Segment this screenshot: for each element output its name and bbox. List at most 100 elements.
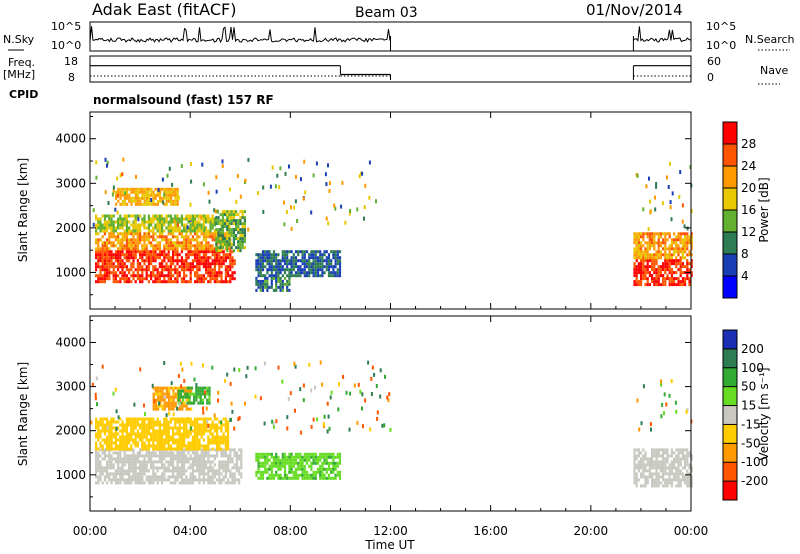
heatmap-cell (231, 478, 234, 482)
heatmap-speckle (312, 173, 315, 178)
heatmap-cell (201, 398, 204, 402)
heatmap-cell (268, 253, 271, 257)
heatmap-cell (222, 469, 225, 473)
heatmap-cell (673, 247, 676, 251)
heatmap-cell (207, 232, 210, 236)
heatmap-cell (128, 268, 131, 272)
heatmap-cell (168, 398, 171, 402)
heatmap-cell (139, 241, 142, 245)
heatmap-cell (178, 444, 181, 448)
heatmap-cell (103, 454, 106, 458)
heatmap-cell (220, 259, 223, 263)
heatmap-cell (158, 241, 161, 245)
heatmap-cell (150, 202, 153, 206)
heatmap-cell (103, 478, 106, 482)
heatmap-cell (163, 277, 166, 281)
heatmap-cell (150, 190, 153, 194)
heatmap-cell (651, 256, 654, 260)
heatmap-cell (145, 417, 148, 421)
heatmap-cell (106, 481, 109, 485)
heatmap-speckle (214, 209, 217, 214)
heatmap-cell (194, 253, 197, 257)
heatmap-cell (174, 478, 177, 482)
heatmap-cell (640, 235, 643, 239)
heatmap-cell (240, 451, 243, 455)
heatmap-cell (233, 475, 236, 479)
heatmap-cell (95, 417, 98, 421)
heatmap-cell (194, 463, 197, 467)
heatmap-cell (141, 190, 144, 194)
heatmap-speckle (112, 391, 115, 396)
heatmap-cell (174, 244, 177, 248)
heatmap-cell (205, 429, 208, 433)
heatmap-cell (209, 426, 212, 430)
colorbar-swatch (723, 481, 737, 500)
heatmap-cell (121, 262, 124, 266)
heatmap-cell (305, 259, 309, 263)
heatmap-cell (152, 253, 155, 257)
heatmap-cell (675, 235, 678, 239)
heatmap-cell (108, 420, 111, 424)
heatmap-cell (202, 250, 205, 254)
heatmap-cell (176, 220, 179, 224)
heatmap-cell (679, 238, 682, 242)
heatmap-cell (156, 199, 159, 203)
heatmap-cell (176, 259, 179, 263)
heatmap-cell (143, 441, 146, 445)
heatmap-cell (257, 265, 260, 269)
heatmap-cell (108, 238, 111, 242)
heatmap-cell (121, 447, 124, 451)
heatmap-cell (336, 271, 339, 275)
heatmap-cell (128, 247, 131, 251)
heatmap-cell (255, 473, 258, 477)
freq-label-line2: [MHz] (3, 68, 35, 81)
heatmap-cell (117, 250, 120, 254)
heatmap-cell (644, 274, 647, 278)
heatmap-cell (659, 454, 662, 458)
heatmap-cell (147, 475, 150, 479)
heatmap-cell (670, 481, 673, 485)
heatmap-cell (117, 253, 120, 257)
heatmap-cell (633, 256, 636, 260)
heatmap-cell (117, 274, 120, 278)
heatmap-cell (237, 228, 240, 232)
heatmap-cell (108, 454, 111, 458)
heatmap-cell (227, 444, 230, 448)
heatmap-cell (308, 259, 311, 263)
heatmap-cell (143, 238, 146, 242)
heatmap-speckle (325, 216, 328, 221)
heatmap-cell (200, 241, 203, 245)
heatmap-cell (99, 256, 102, 260)
heatmap-cell (200, 247, 203, 251)
heatmap-cell (158, 420, 161, 424)
heatmap-cell (224, 451, 227, 455)
heatmap-speckle (172, 412, 175, 417)
heatmap-cell (637, 247, 640, 251)
heatmap-cell (106, 241, 109, 245)
heatmap-speckle (233, 426, 236, 431)
heatmap-cell (163, 441, 166, 445)
heatmap-cell (297, 461, 300, 465)
heatmap-cell (666, 451, 669, 455)
heatmap-cell (219, 231, 222, 235)
heatmap-cell (635, 253, 638, 257)
heatmap-cell (241, 228, 244, 232)
heatmap-cell (123, 277, 126, 281)
heatmap-cell (666, 274, 669, 278)
heatmap-cell (103, 438, 106, 442)
heatmap-cell (136, 432, 139, 436)
heatmap-cell (644, 463, 647, 467)
heatmap-cell (240, 454, 243, 458)
heatmap-cell (321, 259, 324, 263)
heatmap-cell (191, 226, 194, 230)
heatmap-cell (180, 244, 183, 248)
heatmap-speckle (654, 207, 657, 212)
heatmap-cell (281, 285, 284, 289)
heatmap-speckle (681, 203, 684, 208)
heatmap-cell (123, 274, 126, 278)
heatmap-cell (668, 244, 671, 248)
heatmap-cell (147, 217, 150, 221)
heatmap-cell (128, 435, 131, 439)
heatmap-cell (196, 229, 199, 233)
heatmap-cell (264, 464, 267, 468)
